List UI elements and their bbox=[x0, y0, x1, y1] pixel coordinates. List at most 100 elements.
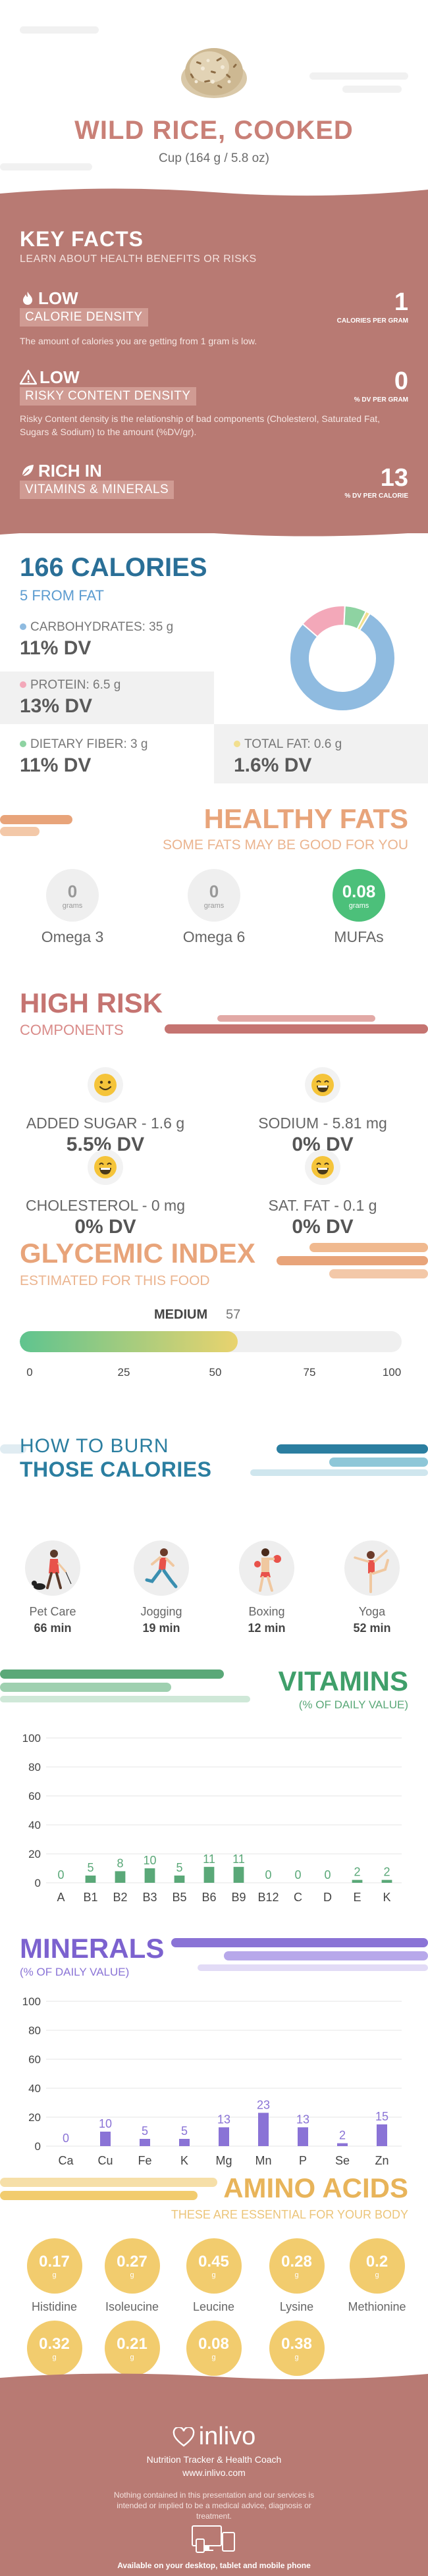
vitamins-value-label: 5 bbox=[176, 1861, 182, 1874]
calorie-density-level-text: LOW bbox=[38, 288, 78, 308]
vitamins-xtick: E bbox=[353, 1891, 361, 1904]
decor-bar bbox=[342, 86, 402, 93]
amino-item: 0.28 g Lysine bbox=[255, 2238, 338, 2314]
brand-url[interactable]: www.inlivo.com bbox=[182, 2467, 246, 2478]
flame-icon bbox=[23, 292, 32, 305]
wild-rice-image bbox=[181, 48, 247, 98]
minerals-ytick: 80 bbox=[28, 2024, 41, 2037]
vitamins-xtick: A bbox=[57, 1891, 65, 1904]
vitamins-minerals-level-text: RICH IN bbox=[38, 461, 102, 481]
minerals-xtick: Ca bbox=[58, 2154, 74, 2167]
glycemic-track bbox=[20, 1331, 402, 1352]
fat-dv: 1.6% DV bbox=[234, 754, 312, 776]
vitamins-ytick: 60 bbox=[28, 1790, 41, 1802]
vitamins-bar-k bbox=[381, 1879, 392, 1883]
vitamins-xtick: C bbox=[294, 1891, 302, 1904]
risk-sat-fat: SAT. FAT - 0.1 g 0% DV bbox=[224, 1149, 421, 1238]
grin-icon bbox=[305, 1067, 340, 1103]
amino-circle: 0.45 g bbox=[186, 2238, 242, 2294]
amino-unit: g bbox=[52, 2353, 57, 2361]
vitamins-ytick: 40 bbox=[28, 1819, 41, 1831]
glycemic-tick: 50 bbox=[209, 1366, 222, 1379]
glycemic-title: GLYCEMIC INDEX bbox=[20, 1238, 255, 1269]
pet-care-icon bbox=[25, 1540, 80, 1596]
minerals-bar-fe bbox=[140, 2139, 150, 2146]
minerals-bar-k bbox=[179, 2139, 190, 2146]
warning-icon bbox=[19, 369, 38, 385]
risky-content-value: 0 bbox=[394, 367, 408, 395]
fat-mufas: 0.08 grams MUFAs bbox=[313, 869, 405, 946]
activity-jogging: Jogging 19 min bbox=[115, 1540, 207, 1635]
activity-name: Jogging bbox=[140, 1605, 182, 1618]
minerals-bar-se bbox=[337, 2143, 348, 2146]
amino-item: 0.27 g Isoleucine bbox=[91, 2238, 173, 2314]
minerals-value-label: 15 bbox=[375, 2110, 388, 2123]
fat-unit: grams bbox=[348, 901, 369, 910]
protein-dot bbox=[20, 681, 26, 688]
vitamins-value-label: 0 bbox=[294, 1868, 301, 1881]
calories-title: 166 CALORIES bbox=[20, 553, 207, 582]
vitamins-value-label: 0 bbox=[265, 1868, 271, 1881]
decor-bar bbox=[309, 72, 408, 80]
fiber-dot bbox=[20, 741, 26, 747]
vitamins-value-label: 8 bbox=[117, 1856, 123, 1870]
calorie-density-level: LOW bbox=[20, 288, 78, 309]
minerals-xtick: Zn bbox=[375, 2154, 388, 2167]
vitamins-bar-b1 bbox=[85, 1876, 96, 1883]
protein-band bbox=[0, 671, 214, 724]
decor-ribbon bbox=[329, 1269, 428, 1278]
donut-slice-carbohydrates bbox=[289, 612, 396, 712]
amino-circle: 0.21 g bbox=[104, 2321, 160, 2376]
glycemic-tick: 0 bbox=[26, 1366, 33, 1379]
amino-value: 0.08 bbox=[198, 2335, 229, 2353]
decor-ribbon bbox=[0, 1669, 224, 1679]
glycemic-fill bbox=[20, 1331, 238, 1352]
activity-yoga: Yoga 52 min bbox=[326, 1540, 418, 1635]
amino-item: 0.2 g Methionine bbox=[336, 2238, 418, 2314]
activity-time: 66 min bbox=[34, 1621, 72, 1635]
fat-name: MUFAs bbox=[334, 928, 384, 945]
vitamins-minerals-level: RICH IN bbox=[20, 461, 102, 481]
vitamins-value-label: 11 bbox=[232, 1853, 245, 1866]
vitamins-title: VITAMINS bbox=[278, 1666, 408, 1696]
protein-label: PROTEIN: 6.5 g bbox=[30, 678, 121, 692]
amino-unit: g bbox=[294, 2353, 299, 2361]
vitamins-xtick: B1 bbox=[83, 1891, 97, 1904]
fat-omega6: 0 grams Omega 6 bbox=[168, 869, 260, 946]
amino-circle: 0.32 g bbox=[26, 2321, 82, 2376]
amino-circle: 0.38 g bbox=[269, 2321, 325, 2376]
decor-ribbon bbox=[0, 1683, 171, 1692]
high-risk-title: HIGH RISK bbox=[20, 987, 163, 1018]
vitamins-ytick: 80 bbox=[28, 1761, 41, 1774]
minerals-value-label: 2 bbox=[339, 2129, 346, 2142]
brand-logo[interactable]: inlivo bbox=[0, 2423, 428, 2451]
high-risk-subtitle: COMPONENTS bbox=[20, 1022, 124, 1038]
vitamins-minerals-unit: % DV PER CALORIE bbox=[344, 492, 408, 500]
vitamins-ytick: 20 bbox=[28, 1848, 41, 1860]
vitamins-xtick: D bbox=[323, 1891, 332, 1904]
activity-pet-care: Pet Care 66 min bbox=[7, 1540, 99, 1635]
vitamins-bar-b6 bbox=[203, 1866, 215, 1883]
amino-name: Lysine bbox=[279, 2300, 314, 2313]
fat-name: Omega 3 bbox=[41, 928, 104, 945]
decor-ribbon bbox=[0, 2191, 198, 2200]
fat-value: 0 bbox=[209, 881, 219, 901]
minerals-xtick: Se bbox=[335, 2154, 350, 2167]
minerals-ytick: 100 bbox=[22, 1995, 41, 2008]
vitamins-bar-e bbox=[352, 1879, 363, 1883]
vitamins-subtitle: (% OF DAILY VALUE) bbox=[298, 1698, 408, 1711]
minerals-value-label: 5 bbox=[181, 2124, 188, 2138]
minerals-value-label: 23 bbox=[257, 2098, 270, 2111]
activity-time: 12 min bbox=[248, 1621, 286, 1635]
activity-name: Boxing bbox=[248, 1605, 285, 1618]
calorie-density-label: CALORIE DENSITY bbox=[20, 308, 148, 327]
activity-boxing: Boxing 12 min bbox=[221, 1540, 313, 1635]
devices-icon bbox=[192, 2525, 235, 2553]
minerals-ytick: 60 bbox=[28, 2053, 41, 2066]
activity-name: Pet Care bbox=[29, 1605, 76, 1618]
healthy-fats-section: HEALTHY FATS SOME FATS MAY BE GOOD FOR Y… bbox=[0, 803, 428, 974]
calorie-density-description: The amount of calories you are getting f… bbox=[20, 336, 257, 346]
boxing-icon bbox=[239, 1540, 294, 1596]
fat-label: TOTAL FAT: 0.6 g bbox=[244, 737, 342, 751]
amino-unit: g bbox=[52, 2271, 57, 2279]
